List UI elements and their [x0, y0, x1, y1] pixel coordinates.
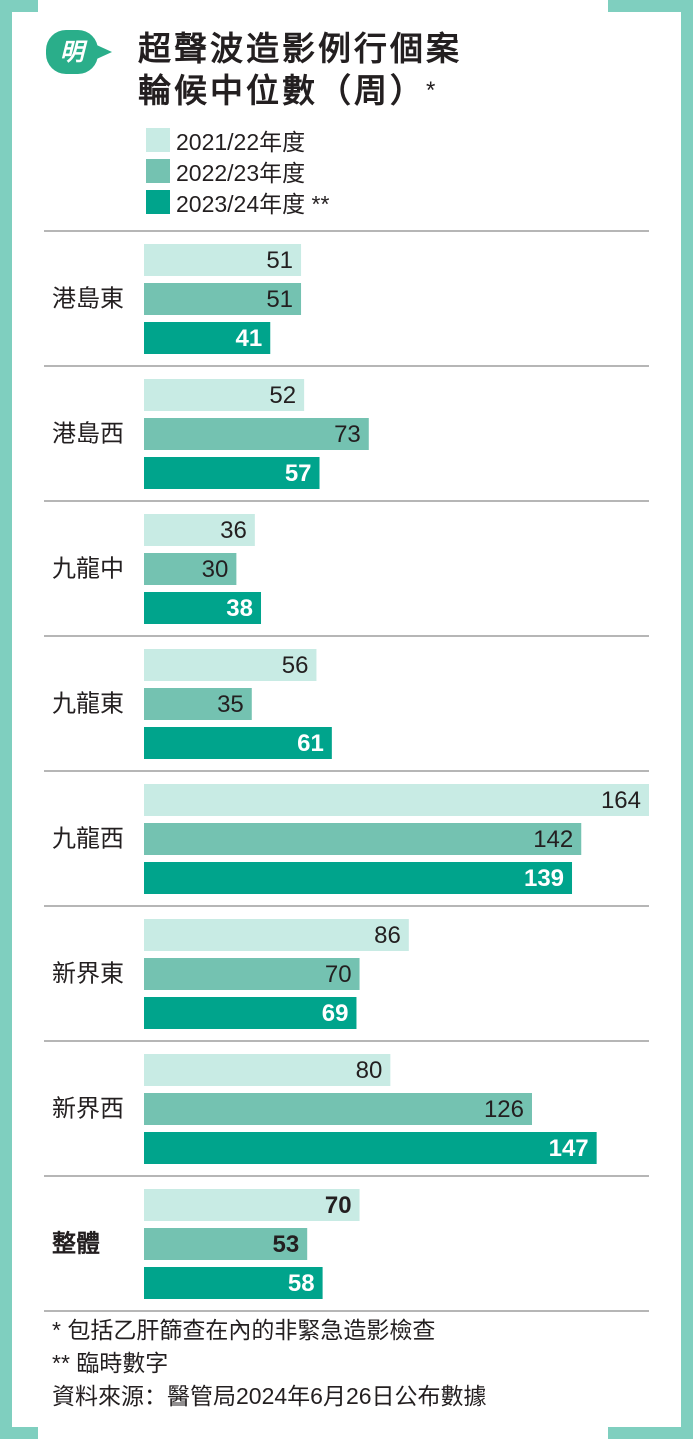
bar: [144, 322, 271, 354]
footnote-provisional: ** 臨時數字: [52, 1350, 169, 1376]
data-label: 73: [334, 421, 361, 448]
legend-swatch: [146, 189, 170, 214]
data-label: 126: [484, 1096, 524, 1123]
bar: [144, 1189, 360, 1221]
data-label: 69: [322, 1000, 349, 1027]
bar: [144, 1228, 308, 1260]
legend-label: 2022/23年度: [176, 159, 306, 186]
category-label: 整體: [52, 1231, 100, 1258]
frame-left-bar: [0, 0, 12, 1439]
bar: [144, 862, 573, 894]
category-label: 九龍東: [52, 691, 124, 718]
data-label: 139: [524, 865, 564, 892]
data-label: 164: [601, 787, 641, 814]
data-label: 56: [282, 652, 309, 679]
chart-title: 超聲波造影例行個案 輪候中位數（周）*: [138, 28, 462, 112]
bar: [144, 958, 360, 990]
category-label: 新界東: [52, 961, 124, 988]
chart-title-line1: 超聲波造影例行個案: [138, 30, 462, 67]
data-label: 51: [266, 247, 293, 274]
bar: [144, 919, 409, 951]
chart-title-line2: 輪候中位數（周）*: [138, 70, 462, 112]
frame-bottom-left: [0, 1427, 38, 1439]
bar: [144, 592, 262, 624]
data-label: 57: [285, 460, 312, 487]
bar: [144, 379, 305, 411]
data-label: 36: [220, 517, 247, 544]
legend-item-2022-23: 2022/23年度: [146, 155, 329, 186]
category-label: 新界西: [52, 1096, 124, 1123]
footnote-source: 資料來源：醫管局2024年6月26日公布數據: [52, 1383, 487, 1409]
data-label: 142: [533, 826, 573, 853]
category-label: 港島西: [52, 421, 124, 448]
bar: [144, 1132, 597, 1164]
category-label: 九龍西: [52, 826, 124, 853]
data-label: 35: [217, 691, 244, 718]
bar: [144, 457, 320, 489]
bar: [144, 514, 255, 546]
bar: [144, 244, 302, 276]
data-label: 70: [325, 961, 352, 988]
footnote-asterisk: * 包括乙肝篩查在內的非緊急造影檢查: [52, 1317, 436, 1343]
category-label: 港島東: [52, 286, 124, 313]
data-label: 41: [236, 325, 263, 352]
bar: [144, 649, 317, 681]
data-label: 80: [356, 1057, 383, 1084]
data-label: 53: [272, 1231, 299, 1258]
legend-swatch: [146, 158, 170, 183]
chart-title-star: *: [426, 77, 439, 104]
data-label: 70: [325, 1192, 352, 1219]
data-label: 51: [266, 286, 293, 313]
legend-label: 2021/22年度: [176, 128, 306, 155]
bar: [144, 1093, 532, 1125]
data-label: 61: [297, 730, 324, 757]
frame-bottom-right: [608, 1427, 693, 1439]
chart-title-line2-text: 輪候中位數（周）: [138, 72, 426, 109]
legend: 2021/22年度 2022/23年度 2023/24年度 **: [146, 124, 329, 217]
bar: [144, 1267, 323, 1299]
bar: [144, 1054, 391, 1086]
bar: [144, 688, 252, 720]
bar: [144, 727, 332, 759]
data-label: 58: [288, 1270, 315, 1297]
bar: [144, 823, 582, 855]
publisher-logo: 明: [46, 30, 124, 74]
data-label: 38: [226, 595, 253, 622]
bar: [144, 283, 302, 315]
frame-top-right: [608, 0, 693, 12]
legend-item-2023-24: 2023/24年度 **: [146, 186, 329, 217]
data-label: 147: [549, 1135, 589, 1162]
data-label: 52: [269, 382, 296, 409]
bar: [144, 784, 649, 816]
footnotes: * 包括乙肝篩查在內的非緊急造影檢查 ** 臨時數字 資料來源：醫管局2024年…: [52, 1314, 487, 1413]
bar: [144, 553, 237, 585]
category-label: 九龍中: [52, 556, 124, 583]
legend-swatch: [146, 127, 170, 152]
bar: [144, 418, 369, 450]
logo-text: 明: [60, 37, 84, 66]
data-label: 30: [202, 556, 229, 583]
data-label: 86: [374, 922, 401, 949]
legend-label: 2023/24年度 **: [176, 190, 330, 217]
frame-top-left: [0, 0, 38, 12]
frame-right-bar: [681, 0, 693, 1439]
bar: [144, 997, 357, 1029]
logo-badge-icon: [46, 30, 112, 74]
legend-item-2021-22: 2021/22年度: [146, 124, 329, 155]
